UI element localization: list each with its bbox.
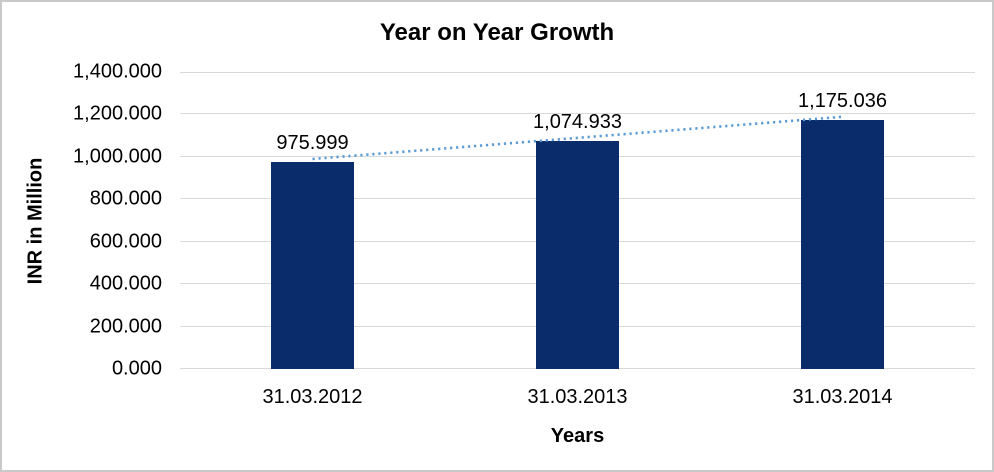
y-tick-label: 1,000.000 <box>73 145 162 168</box>
bar-value-label: 975.999 <box>276 131 349 154</box>
gridline <box>180 113 975 114</box>
x-tick-label: 31.03.2013 <box>527 386 628 408</box>
y-tick-label: 1,200.000 <box>73 102 162 125</box>
x-axis-tick-labels: 31.03.2012 31.03.2013 31.03.2014 <box>180 386 975 410</box>
bar <box>536 140 619 369</box>
bar-value-label: 1,074.933 <box>533 110 622 133</box>
chart-title: Year on Year Growth <box>379 19 615 46</box>
plot-area: 975.999 1,074.933 1,175.036 <box>180 72 975 369</box>
y-tick-label: 1,400.000 <box>73 60 162 83</box>
x-tick-label: 31.03.2014 <box>792 386 893 408</box>
y-axis-tick-labels: 0.000 200.000 400.000 600.000 800.000 1,000.0… <box>2 61 162 380</box>
y-tick-label: 400.000 <box>89 272 162 295</box>
x-axis-title: Years <box>550 425 605 447</box>
gridline <box>180 72 975 73</box>
bar <box>271 161 354 369</box>
x-tick-label: 31.03.2012 <box>262 386 363 408</box>
y-tick-label: 600.000 <box>89 230 162 253</box>
y-tick-label: 0.000 <box>111 357 162 380</box>
y-tick-label: 200.000 <box>89 315 162 338</box>
bar <box>801 119 884 369</box>
y-tick-label: 800.000 <box>89 187 162 210</box>
bar-value-label: 1,175.036 <box>798 89 887 112</box>
